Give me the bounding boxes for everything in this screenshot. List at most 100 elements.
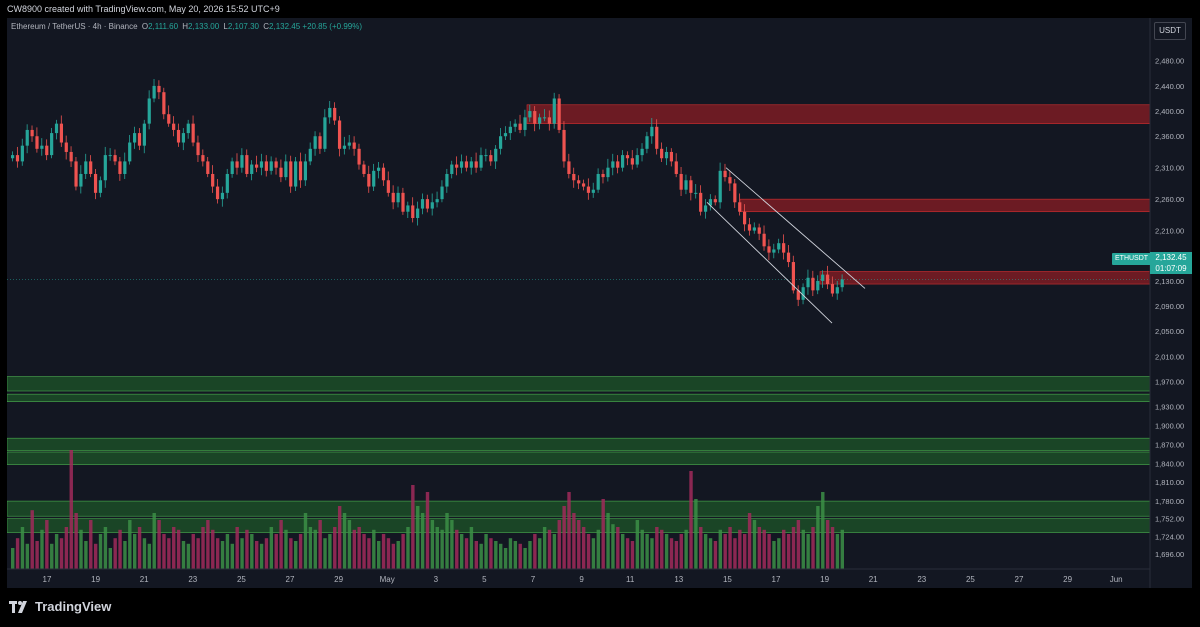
candle-body bbox=[567, 161, 571, 174]
candle-body bbox=[147, 98, 151, 124]
candle-body bbox=[377, 167, 381, 171]
price-tick-label: 1,780.00 bbox=[1155, 497, 1184, 506]
footer-bar bbox=[0, 588, 1200, 627]
chart-pane[interactable]: 2,520.002,480.002,440.002,400.002,360.00… bbox=[7, 18, 1192, 588]
candle-body bbox=[523, 117, 527, 130]
demand-zone bbox=[7, 500, 1151, 517]
candle-body bbox=[386, 180, 390, 193]
volume-bar bbox=[294, 541, 298, 569]
price-chart[interactable]: 2,520.002,480.002,440.002,400.002,360.00… bbox=[7, 18, 1192, 588]
volume-bar bbox=[35, 541, 39, 569]
tradingview-logo[interactable]: TradingView bbox=[9, 599, 111, 614]
volume-bar bbox=[137, 527, 142, 569]
candle-body bbox=[440, 186, 444, 200]
candle-body bbox=[835, 287, 839, 294]
candle-body bbox=[337, 120, 342, 149]
volume-bar bbox=[108, 548, 112, 569]
time-tick-label: 13 bbox=[674, 575, 683, 584]
volume-bar bbox=[455, 529, 459, 569]
candles-layer bbox=[11, 78, 844, 307]
candle-body bbox=[372, 170, 376, 187]
price-tick-label: 2,440.00 bbox=[1155, 82, 1184, 91]
volume-bar bbox=[581, 527, 586, 569]
candle-body bbox=[352, 142, 356, 149]
volume-bar bbox=[777, 538, 781, 569]
candle-body bbox=[513, 123, 517, 127]
volume-bar bbox=[479, 543, 483, 569]
volume-bar bbox=[406, 527, 410, 569]
volume-bar bbox=[469, 527, 474, 569]
volume-bar bbox=[689, 471, 693, 569]
volume-bar bbox=[440, 529, 444, 569]
candle-body bbox=[601, 173, 605, 178]
symbol-title[interactable]: Ethereum / TetherUS · 4h · Binance bbox=[11, 22, 138, 31]
volume-bar bbox=[167, 538, 171, 569]
time-tick-label: 11 bbox=[626, 575, 635, 584]
price-tick-label: 1,810.00 bbox=[1155, 478, 1184, 487]
price-tick-label: 2,210.00 bbox=[1155, 227, 1184, 236]
demand-zone bbox=[7, 451, 1151, 465]
volume-bar bbox=[152, 513, 156, 569]
volume-bar bbox=[782, 529, 786, 569]
price-tick-label: 1,930.00 bbox=[1155, 403, 1184, 412]
candle-body bbox=[89, 161, 93, 174]
candle-body bbox=[528, 111, 532, 118]
volume-bar bbox=[499, 543, 503, 569]
volume-bar bbox=[650, 538, 654, 569]
volume-bar bbox=[557, 520, 561, 569]
volume-bar bbox=[601, 499, 605, 569]
candle-body bbox=[103, 155, 107, 181]
candle-body bbox=[825, 274, 830, 285]
volume-bar bbox=[93, 543, 98, 569]
volume-bar bbox=[728, 527, 732, 569]
volume-bar bbox=[172, 527, 176, 569]
volume-bar bbox=[567, 492, 571, 569]
candle-body bbox=[59, 123, 63, 143]
time-tick-label: 23 bbox=[917, 575, 926, 584]
volume-bar bbox=[806, 534, 810, 569]
volume-bar bbox=[147, 543, 152, 569]
volume-bar bbox=[255, 541, 259, 569]
volume-bar bbox=[577, 520, 581, 569]
candle-body bbox=[381, 167, 386, 181]
volume-bar bbox=[74, 513, 78, 569]
logo-text: TradingView bbox=[35, 599, 112, 614]
candle-body bbox=[435, 199, 439, 203]
candle-body bbox=[450, 164, 454, 174]
volume-bar bbox=[123, 541, 127, 569]
volume-bar bbox=[59, 538, 64, 569]
volume-bar bbox=[811, 527, 815, 569]
price-tick-label: 1,970.00 bbox=[1155, 378, 1184, 387]
volume-bar bbox=[220, 541, 225, 569]
price-tick-label: 2,130.00 bbox=[1155, 277, 1184, 286]
candle-body bbox=[469, 161, 473, 168]
candle-body bbox=[718, 170, 722, 203]
volume-bar bbox=[206, 520, 210, 569]
currency-unit-button[interactable]: USDT bbox=[1154, 22, 1186, 40]
candle-body bbox=[645, 136, 649, 149]
close-label: C bbox=[263, 22, 270, 31]
candle-body bbox=[611, 161, 615, 168]
volume-bar bbox=[606, 513, 610, 569]
volume-bar bbox=[98, 534, 103, 569]
volume-bar bbox=[235, 527, 239, 569]
volume-bar bbox=[835, 534, 840, 569]
demand-zone bbox=[7, 376, 1151, 392]
candle-body bbox=[684, 180, 688, 190]
candle-body bbox=[255, 164, 259, 168]
volume-bar bbox=[484, 534, 488, 569]
volume-bar bbox=[450, 520, 454, 569]
volume-bar bbox=[416, 506, 420, 569]
volume-bar bbox=[562, 506, 566, 569]
candle-body bbox=[64, 142, 68, 152]
price-tick-label: 2,010.00 bbox=[1155, 352, 1184, 361]
candle-body bbox=[586, 186, 591, 193]
volume-bar bbox=[425, 492, 430, 569]
volume-bar bbox=[133, 534, 137, 569]
volume-bar bbox=[533, 534, 537, 569]
candle-body bbox=[279, 167, 283, 178]
candle-body bbox=[396, 192, 400, 203]
volume-bar bbox=[430, 520, 435, 569]
volume-bar bbox=[396, 541, 400, 569]
volume-bar bbox=[640, 529, 644, 569]
